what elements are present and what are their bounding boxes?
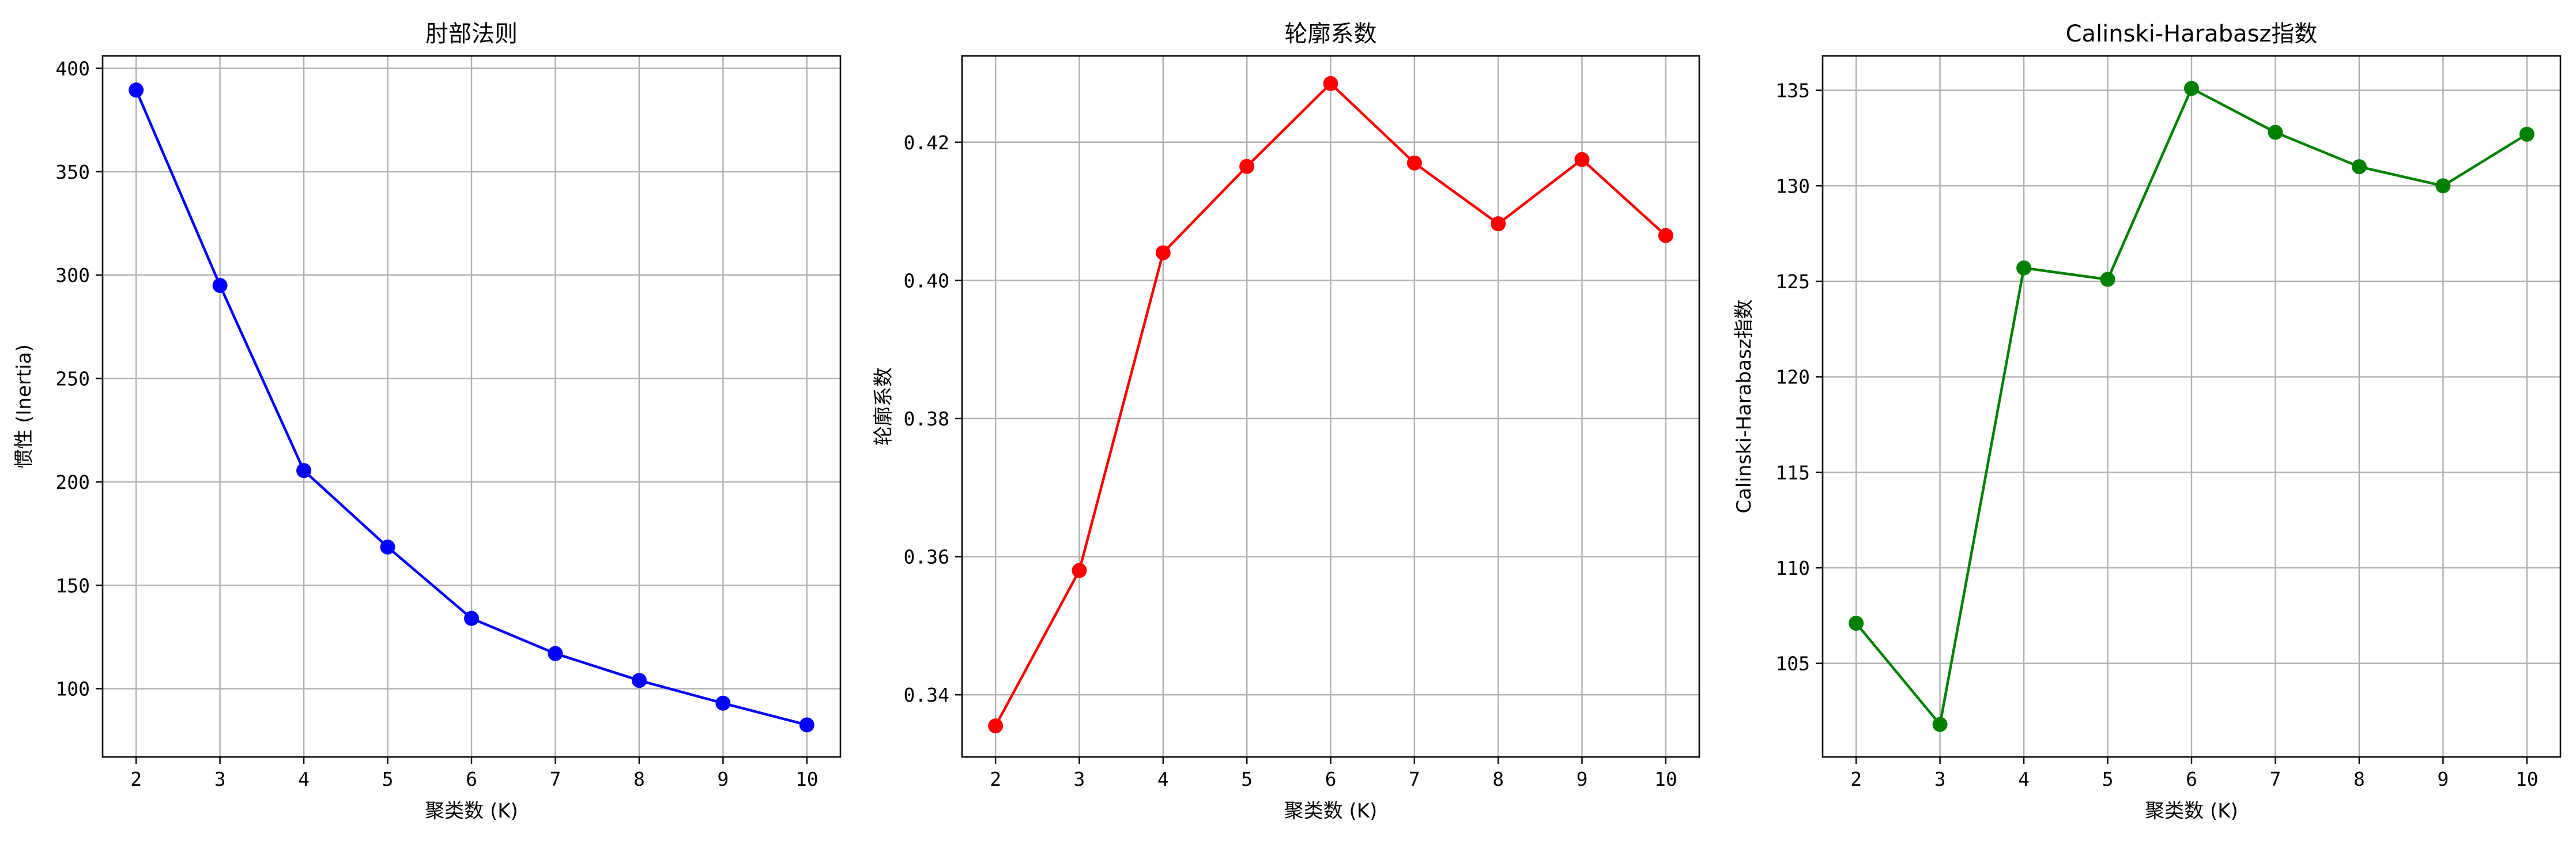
data-point — [1849, 616, 1864, 631]
data-point — [1932, 717, 1948, 732]
x-tick-label: 9 — [717, 768, 729, 790]
data-point — [129, 82, 144, 98]
y-tick-label: 200 — [55, 471, 90, 493]
y-axis-label: Calinski-Harabasz指数 — [1733, 299, 1756, 513]
y-tick-label: 135 — [1775, 80, 1810, 102]
x-tick-label: 8 — [2354, 768, 2365, 790]
data-point — [2268, 125, 2283, 140]
chart-title: Calinski-Harabasz指数 — [2066, 21, 2318, 47]
x-tick-label: 3 — [1074, 768, 1085, 790]
axes-frame — [1821, 55, 2562, 758]
data-point — [2435, 178, 2451, 194]
data-point — [1574, 152, 1590, 167]
y-tick-label: 0.34 — [904, 684, 949, 706]
x-tick-label: 6 — [1325, 768, 1337, 790]
y-tick-label: 250 — [55, 368, 90, 390]
chart-title: 轮廓系数 — [1285, 21, 1377, 47]
x-tick-label: 3 — [1934, 768, 1946, 790]
x-tick-label: 7 — [1409, 768, 1420, 790]
data-point — [548, 646, 563, 661]
x-tick-label: 2 — [1850, 768, 1862, 790]
x-tick-label: 10 — [1654, 768, 1677, 790]
axes-frame — [101, 55, 842, 758]
y-tick-label: 130 — [1775, 175, 1810, 197]
x-axis-label: 聚类数 (K) — [425, 800, 518, 823]
x-tick-label: 9 — [1576, 768, 1588, 790]
x-tick-label: 8 — [633, 768, 645, 790]
y-axis-label: 惯性 (Inertia) — [13, 344, 36, 468]
y-tick-label: 100 — [55, 678, 90, 700]
data-point — [988, 718, 1004, 734]
data-point — [380, 539, 395, 555]
data-point — [2351, 159, 2367, 175]
x-tick-label: 5 — [1241, 768, 1253, 790]
data-point — [1406, 155, 1422, 171]
y-axis-label: 轮廓系数 — [872, 367, 895, 446]
data-point — [212, 278, 228, 293]
data-point — [799, 717, 814, 733]
data-point — [1323, 76, 1338, 91]
x-tick-label: 2 — [990, 768, 1001, 790]
x-tick-label: 4 — [298, 768, 310, 790]
y-tick-label: 115 — [1775, 461, 1810, 484]
y-tick-label: 0.42 — [904, 131, 949, 154]
chart-title: 肘部法则 — [425, 21, 518, 47]
x-tick-label: 8 — [1492, 768, 1504, 790]
data-point — [2519, 126, 2534, 142]
y-tick-label: 125 — [1775, 270, 1810, 293]
x-axis-label: 聚类数 (K) — [2145, 800, 2238, 823]
data-point — [1072, 563, 1087, 578]
y-tick-label: 350 — [55, 161, 90, 183]
x-tick-label: 6 — [466, 768, 477, 790]
data-point — [1155, 245, 1171, 261]
data-point — [631, 673, 647, 688]
y-tick-label: 0.36 — [904, 546, 949, 568]
axes-frame — [961, 55, 1700, 758]
x-tick-label: 7 — [550, 768, 561, 790]
data-point — [2184, 81, 2199, 96]
data-point — [2016, 260, 2032, 276]
x-tick-label: 2 — [130, 768, 142, 790]
x-tick-label: 5 — [2102, 768, 2114, 790]
x-tick-label: 3 — [214, 768, 226, 790]
y-tick-label: 400 — [55, 58, 90, 80]
y-tick-label: 110 — [1775, 557, 1810, 579]
x-tick-label: 6 — [2186, 768, 2197, 790]
data-point — [1491, 216, 1506, 232]
y-tick-label: 0.40 — [904, 269, 949, 292]
data-point — [2100, 272, 2115, 287]
data-point — [715, 695, 731, 711]
y-tick-label: 0.38 — [904, 408, 949, 430]
y-tick-label: 105 — [1775, 653, 1810, 675]
x-axis-label: 聚类数 (K) — [1284, 800, 1378, 823]
data-point — [464, 611, 479, 626]
chart-panel-3: 2 3 4 5 6 7 8 9 10 105 110 115 120 125 130 135 Calinski-… — [1733, 21, 2562, 823]
x-tick-label: 10 — [795, 768, 819, 790]
x-tick-label: 4 — [2018, 768, 2030, 790]
data-point — [296, 463, 312, 478]
x-tick-label: 4 — [1157, 768, 1169, 790]
x-tick-label: 10 — [2515, 768, 2539, 790]
y-tick-label: 300 — [55, 264, 90, 287]
data-point — [1658, 228, 1673, 243]
y-tick-label: 120 — [1775, 366, 1810, 389]
data-point — [1239, 159, 1255, 174]
y-tick-label: 150 — [55, 574, 90, 597]
x-tick-label: 9 — [2437, 768, 2449, 790]
x-tick-label: 7 — [2270, 768, 2281, 790]
x-tick-label: 5 — [382, 768, 394, 790]
